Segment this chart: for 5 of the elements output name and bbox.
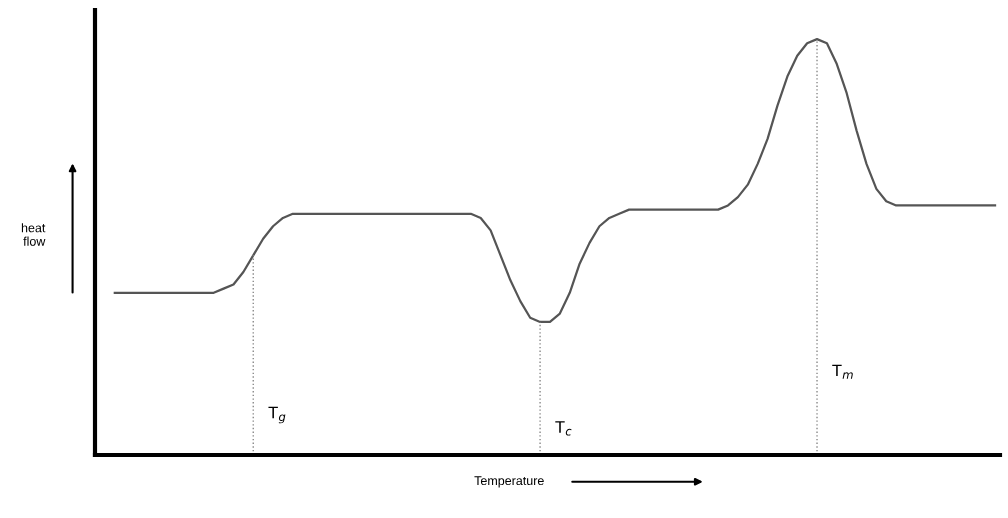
annotation: T$_{c}$: [555, 421, 572, 436]
annotation: T$_{g}$: [268, 406, 286, 424]
annotation: T$_{m}$: [832, 364, 853, 379]
y-axis-title: heat flow: [21, 223, 46, 246]
x-axis-title: Temperature: [474, 476, 544, 488]
